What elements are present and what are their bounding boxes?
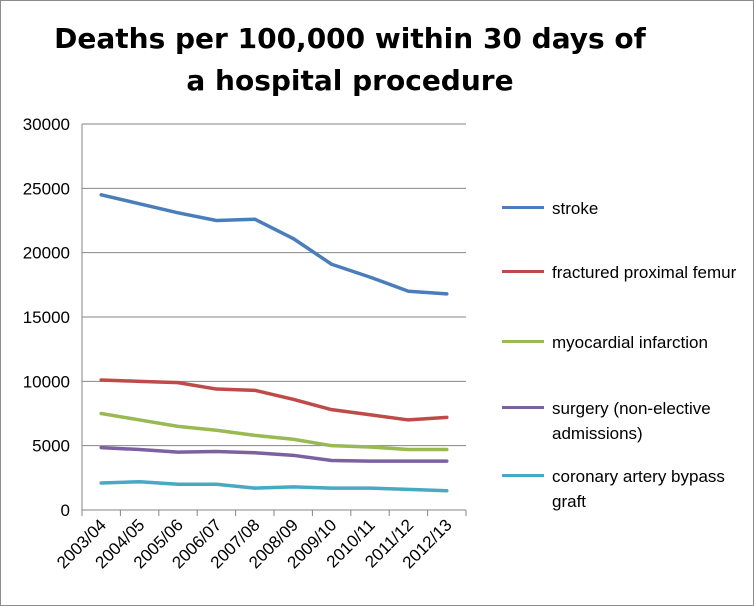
legend-swatch (502, 270, 544, 273)
legend-swatch (502, 206, 544, 209)
legend-swatch (502, 406, 544, 409)
legend-item: myocardial infarction (502, 330, 747, 355)
legend-label: surgery (non-elective admissions) (552, 399, 711, 443)
x-axis: 2003/042004/052005/062006/072007/082008/… (53, 509, 467, 572)
legend-item: coronary artery bypass graft (502, 464, 747, 514)
series-line-0 (99, 193, 449, 296)
series-line-4 (99, 479, 449, 493)
legend-label: myocardial infarction (552, 333, 708, 352)
legend-swatch (502, 474, 544, 477)
y-tick-label: 15000 (23, 308, 70, 327)
y-tick-label: 5000 (32, 437, 70, 456)
legend-label: stroke (552, 199, 599, 218)
series-line-2 (99, 411, 449, 452)
legend-item: surgery (non-elective admissions) (502, 396, 747, 446)
legend-label: fractured proximal femur (552, 263, 737, 282)
legend-swatch (502, 340, 544, 343)
chart-title: Deaths per 100,000 within 30 days of a h… (54, 22, 646, 97)
y-tick-label: 0 (61, 501, 70, 520)
series-lines (99, 193, 449, 493)
y-tick-label: 25000 (23, 179, 70, 198)
legend-item: fractured proximal femur (502, 260, 747, 285)
legend-item: stroke (502, 196, 747, 221)
y-tick-label: 20000 (23, 244, 70, 263)
series-line-1 (99, 378, 449, 422)
y-axis: 0 5000 10000 15000 20000 25000 30000 (23, 115, 83, 520)
y-tick-label: 10000 (23, 372, 70, 391)
series-line-3 (99, 445, 449, 463)
gridlines (82, 123, 466, 447)
y-tick-label: 30000 (23, 115, 70, 134)
legend-label: coronary artery bypass graft (552, 467, 725, 511)
